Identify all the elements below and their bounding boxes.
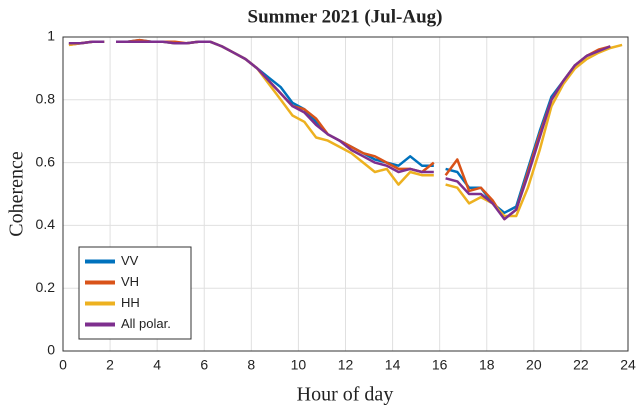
x-tick-label: 16 [432,357,448,373]
legend-label: All polar. [121,316,171,331]
y-tick-label: 0.8 [36,91,56,107]
x-tick-label: 24 [620,357,636,373]
y-tick-label: 0.2 [36,279,56,295]
chart-title: Summer 2021 (Jul-Aug) [248,6,443,27]
x-tick-label: 6 [200,357,208,373]
y-axis-label: Coherence [6,151,28,237]
x-tick-label: 2 [106,357,114,373]
y-tick-label: 0.4 [36,216,56,232]
axes-frame [62,36,629,352]
x-tick-label: 18 [479,357,495,373]
legend-label: HH [121,295,140,310]
y-tick-label: 0 [47,342,55,358]
series-line [68,40,611,221]
x-tick-label: 4 [153,357,161,373]
x-tick-label: 8 [247,357,255,373]
y-tick-label: 0.6 [36,153,56,169]
y-tick-label: 1 [47,28,55,44]
legend-label: VH [121,274,139,289]
x-tick-label: 10 [291,357,307,373]
x-tick-label: 0 [59,357,67,373]
x-axis-label: Hour of day [297,384,394,406]
legend-label: VV [121,253,139,268]
x-tick-label: 22 [573,357,589,373]
x-tick-label: 12 [338,357,354,373]
x-tick-label: 14 [385,357,401,373]
x-tick-label: 20 [526,357,542,373]
